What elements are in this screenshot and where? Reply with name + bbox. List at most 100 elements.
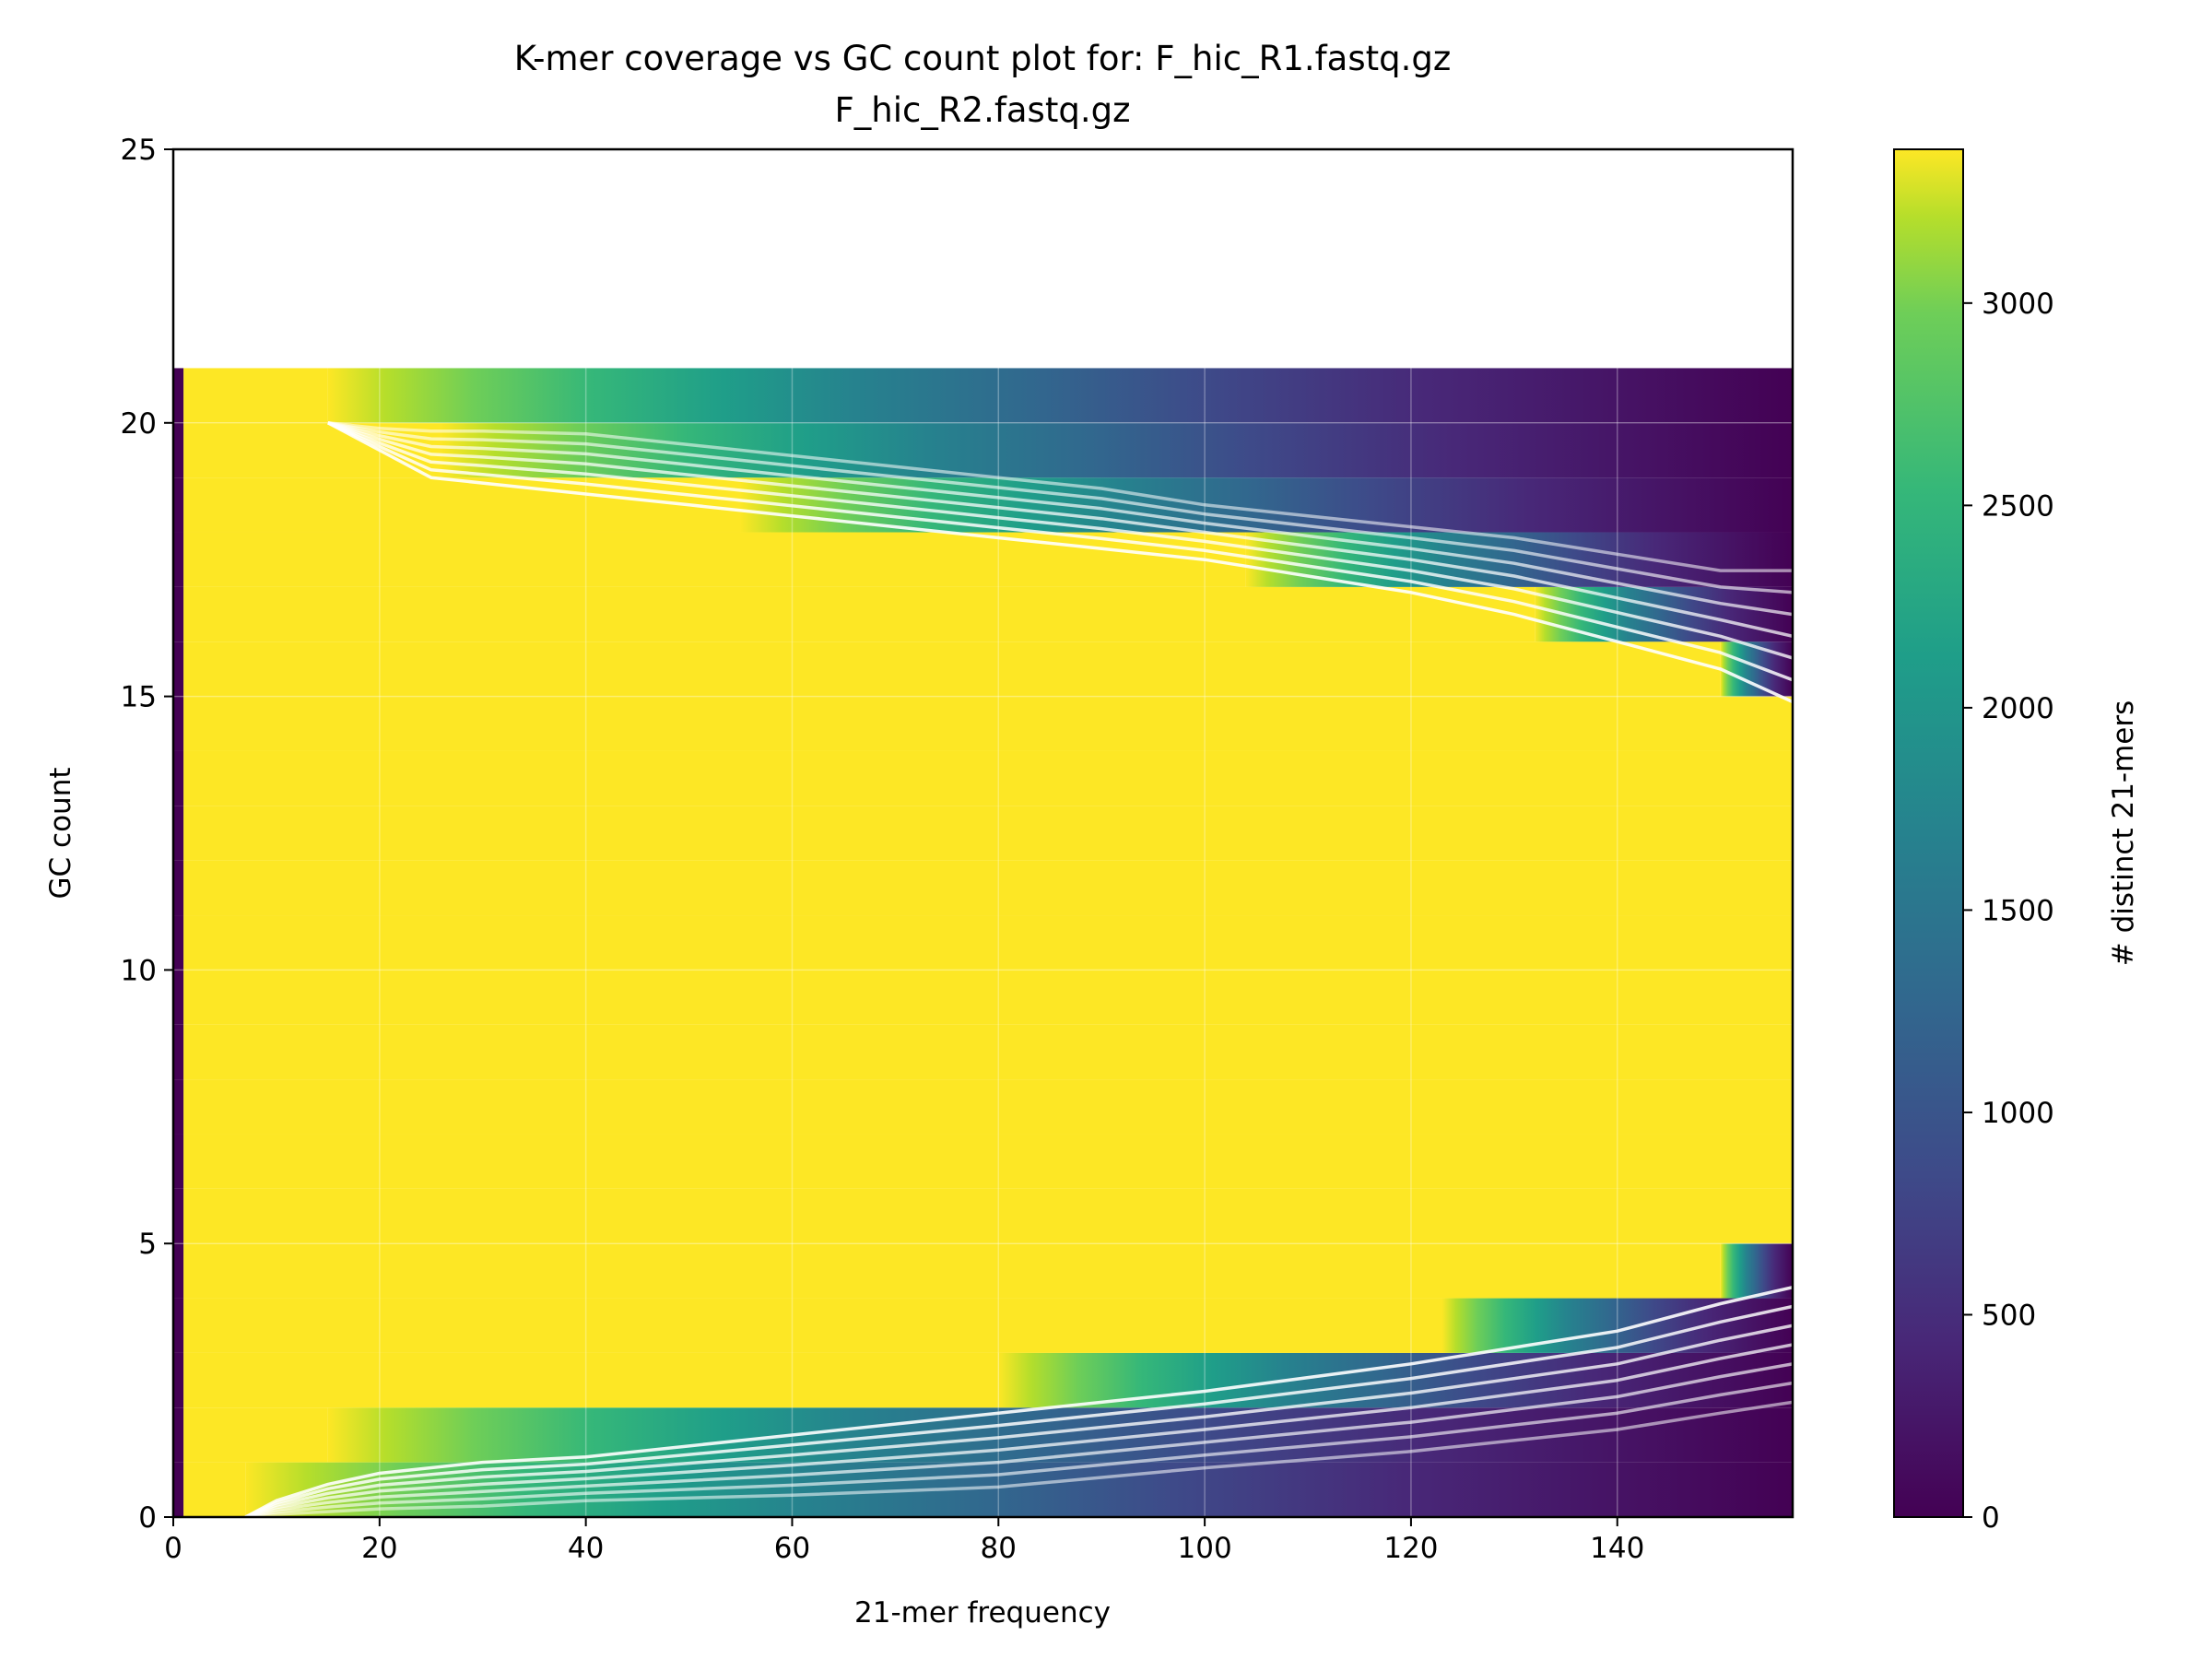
lower-contour-line (244, 1304, 1793, 1517)
heatmap-cell-saturated (183, 1024, 1793, 1080)
colorbar-tick-label: 3000 (1982, 288, 2054, 321)
x-tick-label: 0 (164, 1532, 182, 1565)
heatmap-cell-saturated (183, 1352, 999, 1408)
heatmap-cell-decay (1441, 1298, 1793, 1353)
upper-contour-line (327, 421, 1793, 617)
x-tick-label: 120 (1383, 1532, 1438, 1565)
heatmap-cell-saturated (183, 477, 741, 533)
x-axis-label: 21-mer frequency (854, 1596, 1111, 1630)
heatmap-cell-edge (173, 806, 184, 861)
colorbar-tick-label: 1500 (1982, 894, 2054, 927)
lower-contour-line (244, 1343, 1793, 1517)
contour-lines (244, 421, 1793, 1517)
x-tick-label: 20 (361, 1532, 397, 1565)
y-tick-label: 10 (121, 954, 157, 987)
heatmap-cell-saturated (183, 1407, 328, 1463)
colorbar-tick-label: 2500 (1982, 489, 2054, 523)
heatmap-cell-edge (173, 970, 184, 1025)
heatmap-cell-decay (327, 1407, 1793, 1463)
heatmap-cell-edge (173, 586, 184, 642)
x-axis-ticks: 0 20 40 60 80 100 120 140 (164, 1517, 1644, 1565)
colorbar-tick-label: 2000 (1982, 692, 2054, 725)
upper-contour-line (327, 421, 1793, 660)
heatmap-cell-edge (173, 860, 184, 916)
upper-contour-line (327, 421, 1793, 594)
colorbar-tick-label: 0 (1982, 1501, 2000, 1535)
heatmap-cells (173, 368, 1793, 1517)
heatmap-cell-edge (173, 532, 184, 587)
chart-title-line-1: K-mer coverage vs GC count plot for: F_h… (514, 39, 1452, 78)
heatmap-cell-saturated (183, 750, 1793, 806)
chart-title: K-mer coverage vs GC count plot for: F_h… (514, 39, 1452, 130)
colorbar-label: # distinct 21-mers (2107, 700, 2140, 967)
plot-frame (171, 147, 1794, 1519)
lower-contour-line (244, 1285, 1793, 1517)
lower-contour-line (245, 1381, 1793, 1517)
colorbar-tick-label: 1000 (1982, 1097, 2054, 1130)
heatmap-cell-edge (173, 915, 184, 971)
heatmap-cell-saturated (183, 1462, 246, 1517)
upper-contour-line (327, 421, 1793, 572)
heatmap-cell-edge (173, 368, 184, 423)
y-axis-label: GC count (44, 768, 77, 900)
colorbar-tick-label: 500 (1982, 1299, 2036, 1332)
lower-contour-line (245, 1400, 1793, 1517)
lower-contour-line (244, 1362, 1793, 1517)
heatmap-cell-saturated (183, 1243, 1721, 1299)
heatmap-cell-saturated (183, 368, 328, 423)
heatmap-cell-edge (173, 1134, 184, 1189)
heatmap-cell-edge (173, 1243, 184, 1299)
heatmap-cell-decay (1720, 641, 1793, 697)
heatmap-cell-saturated (183, 1298, 1442, 1353)
upper-contour-line (327, 421, 1793, 639)
y-tick-label: 5 (138, 1228, 157, 1261)
y-tick-label: 25 (121, 134, 157, 167)
x-tick-label: 60 (774, 1532, 810, 1565)
heatmap-cell-edge (173, 750, 184, 806)
heatmap-cell-saturated (183, 1134, 1793, 1189)
heatmap-cell-saturated (183, 915, 1793, 971)
heatmap-cell-decay (740, 477, 1793, 533)
chart-title-line-2: F_hic_R2.fastq.gz (834, 90, 1130, 130)
upper-contour-line (327, 421, 1793, 704)
heatmap-cell-edge (173, 1298, 184, 1353)
heatmap-cell-edge (173, 1079, 184, 1135)
upper-contour-line (327, 421, 1793, 682)
colorbar: 0 500 1000 1500 2000 2500 3000 # distinct 21-m… (1893, 148, 2140, 1535)
heatmap-cell-decay (1535, 586, 1793, 642)
colorbar-gradient (1893, 148, 1964, 1518)
heatmap-cell-edge (173, 1024, 184, 1080)
heatmap-cell-saturated (183, 696, 1793, 751)
heatmap-cell-edge (173, 641, 184, 697)
heatmap-cell-saturated (183, 860, 1793, 916)
colorbar-ticks: 0 500 1000 1500 2000 2500 3000 (1963, 288, 2054, 1535)
heatmap-cell-saturated (183, 641, 1721, 697)
heatmap-cell-decay (441, 422, 1793, 478)
heatmap-cell-saturated (183, 1079, 1793, 1135)
heatmap-cell-decay (327, 368, 1793, 423)
heatmap-cell-edge (173, 422, 184, 478)
x-tick-label: 40 (568, 1532, 604, 1565)
y-tick-label: 0 (138, 1501, 157, 1535)
x-tick-label: 100 (1178, 1532, 1232, 1565)
y-tick-label: 20 (121, 407, 157, 441)
lower-contour-line (244, 1324, 1793, 1517)
heatmap-cell-saturated (183, 806, 1793, 861)
heatmap-cell-saturated (183, 1188, 1793, 1244)
heatmap-cell-saturated (183, 586, 1535, 642)
y-tick-label: 15 (121, 681, 157, 714)
heatmap-cell-edge (173, 1462, 184, 1517)
x-tick-label: 140 (1590, 1532, 1644, 1565)
plot-area (173, 149, 1793, 1517)
x-tick-label: 80 (981, 1532, 1017, 1565)
heatmap-cell-edge (173, 1352, 184, 1408)
y-axis-ticks: 0 5 10 15 20 25 (121, 134, 173, 1535)
heatmap-cell-edge (173, 696, 184, 751)
heatmap-cell-edge (173, 1407, 184, 1463)
grid-lines (173, 149, 1793, 1517)
heatmap-cell-edge (173, 477, 184, 533)
heatmap-cell-edge (173, 1188, 184, 1244)
heatmap-cell-saturated (183, 970, 1793, 1025)
heatmap-cell-saturated (183, 532, 1246, 587)
